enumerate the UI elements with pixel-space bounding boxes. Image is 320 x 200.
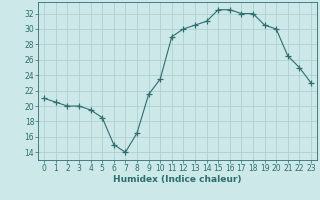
X-axis label: Humidex (Indice chaleur): Humidex (Indice chaleur)	[113, 175, 242, 184]
